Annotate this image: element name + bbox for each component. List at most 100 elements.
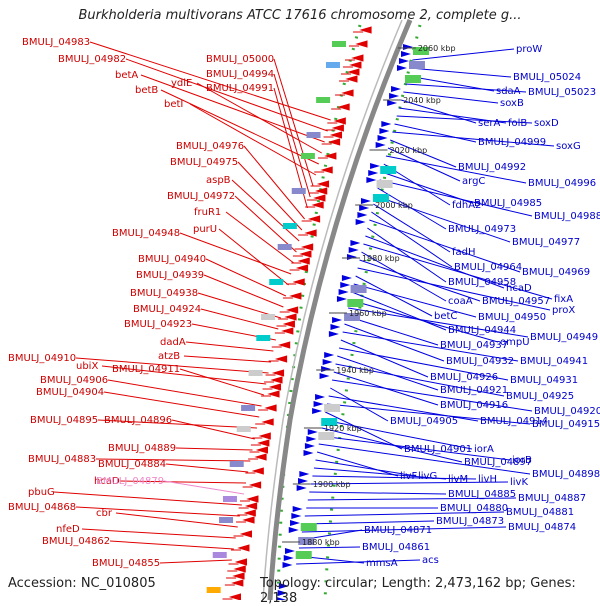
right-gene-label[interactable]: BMULJ_04941 [520, 356, 588, 367]
right-gene-label[interactable]: livG [418, 471, 437, 482]
right-gene-label[interactable]: BMULJ_04992 [458, 162, 526, 173]
right-gene-label[interactable]: BMULJ_04861 [362, 542, 430, 553]
left-gene-label[interactable]: betI [164, 99, 183, 110]
right-gene-label[interactable]: argC [462, 176, 485, 187]
right-gene-label[interactable]: acs [422, 555, 439, 566]
right-gene-label[interactable]: BMULJ_04944 [448, 325, 516, 336]
left-gene-label[interactable]: dadA [160, 337, 186, 348]
left-gene-label[interactable]: BMULJ_04868 [8, 502, 76, 513]
left-gene-label[interactable]: BMULJ_04895 [30, 415, 98, 426]
right-gene-label[interactable]: fadH [452, 247, 476, 258]
right-gene-label[interactable]: fdhA2 [452, 200, 481, 211]
left-gene-label[interactable]: BMULJ_05000 [206, 54, 274, 65]
right-gene-label[interactable]: coaA [448, 296, 473, 307]
right-gene-label[interactable]: BMULJ_04914 [480, 416, 548, 427]
left-gene-label[interactable]: BMULJ_04939 [136, 270, 204, 281]
right-gene-label[interactable]: BMULJ_04905 [390, 416, 458, 427]
right-gene-label[interactable]: livH [478, 474, 497, 485]
right-gene-label[interactable]: BMULJ_04901 [404, 444, 472, 455]
right-gene-label[interactable]: BMULJ_05024 [513, 72, 581, 83]
right-gene-label[interactable]: BMULJ_04932 [446, 356, 514, 367]
right-gene-label[interactable]: livF [400, 471, 417, 482]
left-gene-label[interactable]: BMULJ_04982 [58, 54, 126, 65]
right-gene-label[interactable]: BMULJ_04958 [448, 277, 516, 288]
right-gene-label[interactable]: mmsA [366, 558, 398, 569]
left-gene-label[interactable]: cbr [96, 508, 113, 519]
right-gene-label[interactable]: soxD [534, 118, 559, 129]
right-gene-label[interactable]: BMULJ_04925 [506, 391, 574, 402]
right-gene-label[interactable]: BMULJ_04950 [478, 312, 546, 323]
right-gene-label[interactable]: betC [434, 311, 457, 322]
left-gene-label[interactable]: BMULJ_04972 [167, 191, 235, 202]
left-gene-label[interactable]: ydiE [171, 78, 192, 89]
right-gene-label[interactable]: BMULJ_04873 [436, 516, 504, 527]
left-gene-label[interactable]: BMULJ_04884 [98, 459, 166, 470]
right-gene-label[interactable]: BMULJ_04999 [478, 137, 546, 148]
right-gene-label[interactable]: BMULJ_04920 [534, 406, 600, 417]
left-gene-label[interactable]: BMULJ_04911 [112, 364, 180, 375]
left-gene-label[interactable]: BMULJ_04883 [28, 454, 96, 465]
left-gene-label[interactable]: BMULJ_04879 [96, 476, 164, 487]
left-gene-label[interactable]: nfeD [56, 524, 80, 535]
right-gene-label[interactable]: soxB [500, 98, 524, 109]
right-gene-label[interactable]: BMULJ_04880 [440, 503, 508, 514]
left-gene-label[interactable]: BMULJ_04991 [206, 83, 274, 94]
right-gene-label[interactable]: BMULJ_04874 [508, 522, 576, 533]
right-gene-label[interactable]: BMULJ_04916 [440, 400, 508, 411]
right-gene-label[interactable]: BMULJ_04964 [454, 262, 522, 273]
left-gene-label[interactable]: purU [193, 224, 217, 235]
right-gene-label[interactable]: hcaD [506, 283, 532, 294]
right-gene-label[interactable]: BMULJ_04871 [364, 525, 432, 536]
left-gene-label[interactable]: BMULJ_04904 [36, 387, 104, 398]
left-gene-label[interactable]: BMULJ_04923 [124, 319, 192, 330]
right-gene-label[interactable]: BMULJ_04887 [518, 493, 586, 504]
left-gene-label[interactable]: fruR1 [194, 207, 221, 218]
right-gene-label[interactable]: BMULJ_04897 [464, 457, 532, 468]
left-gene-label[interactable]: hcaD [94, 476, 120, 487]
left-gene-label[interactable]: BMULJ_04994 [206, 69, 274, 80]
right-gene-label[interactable]: BMULJ_04985 [474, 198, 542, 209]
left-gene-label[interactable]: BMULJ_04983 [22, 37, 90, 48]
right-gene-label[interactable]: ompU [500, 337, 530, 348]
left-gene-label[interactable]: BMULJ_04855 [92, 558, 160, 569]
left-gene-label[interactable]: betB [135, 85, 158, 96]
left-gene-label[interactable]: pbuG [28, 487, 55, 498]
left-gene-label[interactable]: BMULJ_04889 [108, 443, 176, 454]
right-gene-label[interactable]: livM [448, 474, 468, 485]
right-gene-label[interactable]: BMULJ_05023 [528, 87, 596, 98]
right-gene-label[interactable]: BMULJ_04921 [440, 385, 508, 396]
left-gene-label[interactable]: BMULJ_04940 [138, 254, 206, 265]
left-gene-label[interactable]: atzB [158, 351, 180, 362]
right-gene-label[interactable]: proX [552, 305, 575, 316]
left-gene-label[interactable]: BMULJ_04975 [170, 157, 238, 168]
right-gene-label[interactable]: iorA [474, 444, 494, 455]
left-gene-label[interactable]: BMULJ_04948 [112, 228, 180, 239]
left-gene-label[interactable]: aspB [206, 175, 231, 186]
right-gene-label[interactable]: soxG [556, 141, 581, 152]
left-gene-label[interactable]: BMULJ_04906 [40, 375, 108, 386]
right-gene-label[interactable]: BMULJ_04931 [510, 375, 578, 386]
right-gene-label[interactable]: livK [510, 477, 528, 488]
right-gene-label[interactable]: BMULJ_04885 [448, 489, 516, 500]
left-gene-label[interactable]: BMULJ_04938 [130, 288, 198, 299]
right-gene-label[interactable]: iorB [512, 455, 532, 466]
right-gene-label[interactable]: proW [516, 44, 542, 55]
right-gene-label[interactable]: BMULJ_04949 [530, 332, 598, 343]
left-gene-label[interactable]: BMULJ_04924 [133, 304, 201, 315]
right-gene-label[interactable]: BMULJ_04969 [522, 267, 590, 278]
right-gene-label[interactable]: BMULJ_04898 [532, 469, 600, 480]
right-gene-label[interactable]: serA [478, 118, 500, 129]
right-gene-label[interactable]: fixA [554, 294, 573, 305]
right-gene-label[interactable]: BMULJ_04926 [430, 372, 498, 383]
right-gene-label[interactable]: BMULJ_04915 [532, 419, 600, 430]
left-gene-label[interactable]: BMULJ_04896 [104, 415, 172, 426]
left-gene-label[interactable]: BMULJ_04976 [176, 141, 244, 152]
left-gene-label[interactable]: BMULJ_04910 [8, 353, 76, 364]
right-gene-label[interactable]: BMULJ_04937 [440, 340, 508, 351]
right-gene-label[interactable]: BMULJ_04977 [512, 237, 580, 248]
left-gene-label[interactable]: ubiX [76, 361, 98, 372]
right-gene-label[interactable]: BMULJ_04988 [534, 211, 600, 222]
right-gene-label[interactable]: BMULJ_04996 [528, 178, 596, 189]
right-gene-label[interactable]: folB [508, 118, 527, 129]
left-gene-label[interactable]: BMULJ_04862 [42, 536, 110, 547]
